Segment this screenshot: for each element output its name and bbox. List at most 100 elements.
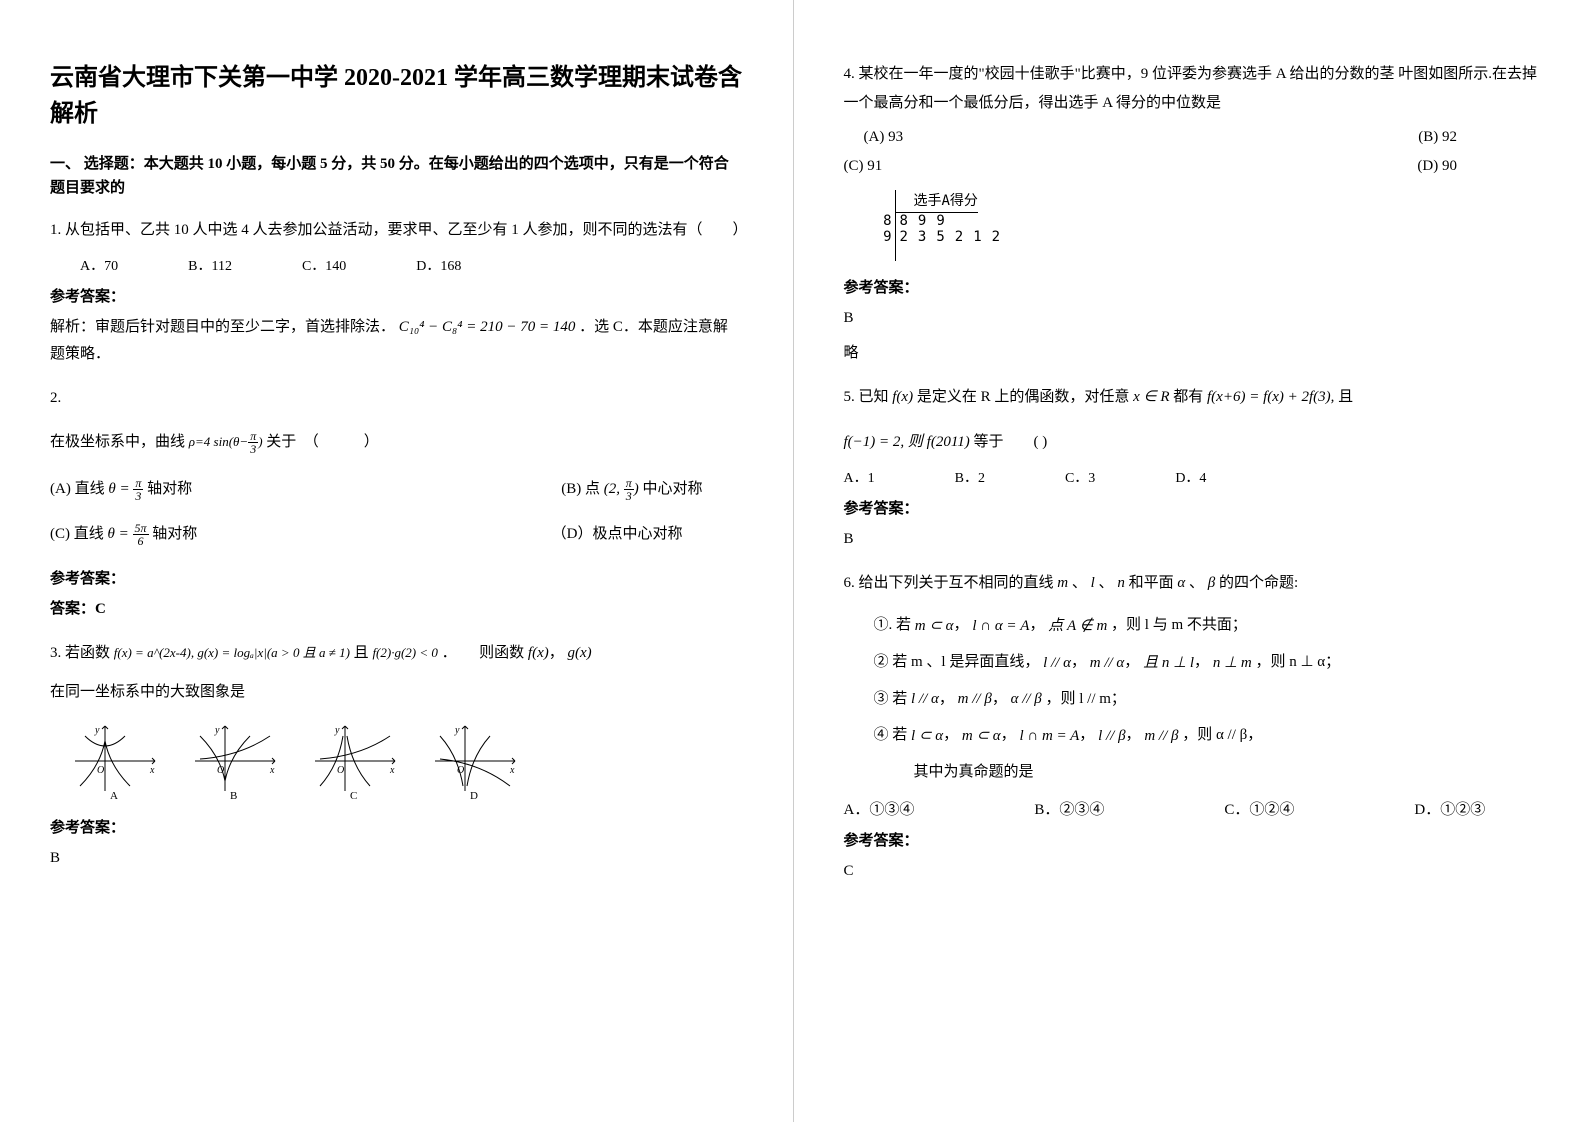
svg-text:y: y bbox=[454, 725, 460, 736]
svg-text:x: x bbox=[149, 765, 155, 776]
q6-answer-label: 参考答案： bbox=[844, 829, 1538, 850]
left-column: 云南省大理市下关第一中学 2020-2021 学年高三数学理期末试卷含解析 一、… bbox=[0, 0, 794, 1122]
q6-opt-b: B．②③④ bbox=[1034, 798, 1104, 819]
q2-formula: ρ=4 sin(θ−π3) bbox=[189, 430, 263, 456]
svg-text:O: O bbox=[97, 765, 104, 776]
q6-m: m bbox=[1057, 569, 1068, 598]
q6-suf: 的四个命题: bbox=[1219, 575, 1298, 591]
q2b-pre: (B) 点 bbox=[561, 481, 600, 497]
q6-tail: 其中为真命题的是 bbox=[874, 754, 1538, 790]
q6-mid: 和平面 bbox=[1129, 575, 1174, 591]
q4-skip: 略 bbox=[844, 340, 1538, 367]
q1-opt-d: D．168 bbox=[416, 255, 461, 275]
q2-answer-label: 参考答案： bbox=[50, 567, 743, 588]
q6-alpha: α bbox=[1177, 569, 1185, 598]
q2-options-row2: (C) 直线 θ = 5π6 轴对称 （D）极点中心对称 bbox=[50, 522, 743, 547]
q3-formula2: f(2)·g(2) < 0 bbox=[372, 641, 437, 666]
q5-line2: f(−1) = 2, 则 f(2011) 等于 ( ) bbox=[844, 428, 1538, 457]
stem-row-2: 9 235212 bbox=[874, 229, 1538, 245]
q5-f3: f(x+6) = f(x) + 2f(3), bbox=[1207, 383, 1334, 412]
q4-answer: B bbox=[844, 305, 1538, 332]
q2-body-text: 在极坐标系中，曲线 bbox=[50, 434, 185, 450]
q4-opt-a: (A) 93 bbox=[844, 129, 904, 146]
stem2: 9 bbox=[874, 229, 896, 245]
q2-answer: 答案：C bbox=[50, 596, 743, 623]
q3-g: g(x) bbox=[568, 639, 592, 668]
q6-p1: ①. 若 m ⊂ α， l ∩ α = A， 点 A ∉ m ，则 l 与 m … bbox=[874, 607, 1538, 644]
stem-row-blank bbox=[874, 245, 1538, 261]
q1-formula: C₁₀⁴ − C₈⁴ = 210 − 70 = 140 bbox=[399, 314, 576, 341]
q3-answer-label: 参考答案： bbox=[50, 816, 743, 837]
svg-text:A: A bbox=[110, 790, 118, 801]
question-4: 4. 某校在一年一度的"校园十佳歌手"比赛中，9 位评委为参赛选手 A 给出的分… bbox=[844, 60, 1538, 117]
q2c-pre: (C) 直线 bbox=[50, 526, 104, 542]
q4-answer-label: 参考答案： bbox=[844, 276, 1538, 297]
q3-f: f(x) bbox=[528, 639, 549, 668]
q6-n: n bbox=[1117, 569, 1125, 598]
svg-text:D: D bbox=[470, 790, 478, 801]
q5-opt-d: D．4 bbox=[1175, 467, 1206, 487]
q6-answer: C bbox=[844, 858, 1538, 885]
q2a-post: 轴对称 bbox=[147, 481, 192, 497]
q6-opt-a: A．①③④ bbox=[844, 798, 915, 819]
q3-formula1: f(x) = a^(2x-4), g(x) = logₐ|x|(a > 0 且 … bbox=[114, 641, 350, 666]
q1-opt-b: B．112 bbox=[188, 255, 232, 275]
q2b-post: 中心对称 bbox=[642, 481, 702, 497]
q5-answer-label: 参考答案： bbox=[844, 497, 1538, 518]
question-2: 2. bbox=[50, 384, 743, 413]
svg-text:y: y bbox=[334, 725, 340, 736]
q4-opt-c: (C) 91 bbox=[844, 158, 883, 175]
q3-graphs: xyO A xyO B xyO C xyO bbox=[50, 721, 743, 801]
graph-d: xyO D bbox=[430, 721, 520, 801]
svg-text:y: y bbox=[214, 725, 220, 736]
q6-options: A．①③④ B．②③④ C．①②④ D．①②③ bbox=[844, 798, 1538, 819]
svg-text:O: O bbox=[337, 765, 344, 776]
page-title: 云南省大理市下关第一中学 2020-2021 学年高三数学理期末试卷含解析 bbox=[50, 60, 743, 132]
q6-p4: ④ 若 l ⊂ α， m ⊂ α， l ∩ m = A， l // β， m /… bbox=[874, 717, 1538, 754]
q4-options-cd: (C) 91 (D) 90 bbox=[844, 158, 1538, 175]
stem-leaf-plot: 选手A得分 8 899 9 235212 bbox=[874, 190, 1538, 261]
q6-props: ①. 若 m ⊂ α， l ∩ α = A， 点 A ∉ m ，则 l 与 m … bbox=[874, 607, 1538, 789]
q5-options: A．1 B．2 C．3 D．4 bbox=[844, 467, 1538, 487]
graph-b: xyO B bbox=[190, 721, 280, 801]
q6-l: l bbox=[1091, 569, 1095, 598]
svg-text:x: x bbox=[269, 765, 275, 776]
q5-f1: f(x) bbox=[892, 383, 913, 412]
right-column: 4. 某校在一年一度的"校园十佳歌手"比赛中，9 位评委为参赛选手 A 给出的分… bbox=[794, 0, 1587, 1122]
graph-a: x y O A bbox=[70, 721, 160, 801]
q4-opt-d: (D) 90 bbox=[1417, 158, 1457, 175]
q4-opt-b: (B) 92 bbox=[1418, 129, 1457, 146]
question-5: 5. 已知 f(x) 是定义在 R 上的偶函数，对任意 x ∈ R 都有 f(x… bbox=[844, 383, 1538, 412]
q2-opt-a: (A) 直线 θ = π3 轴对称 bbox=[50, 477, 192, 502]
q1-answer-text: 解析：审题后针对题目中的至少二字，首选排除法． C₁₀⁴ − C₈⁴ = 210… bbox=[50, 314, 743, 368]
graph-c: xyO C bbox=[310, 721, 400, 801]
q5-f2: x ∈ R bbox=[1133, 383, 1169, 412]
q1-answer-label: 参考答案： bbox=[50, 285, 743, 306]
q1-opt-c: C．140 bbox=[302, 255, 346, 275]
svg-text:B: B bbox=[230, 790, 237, 801]
svg-text:y: y bbox=[94, 725, 100, 736]
q1-options: A．70 B．112 C．140 D．168 bbox=[50, 255, 743, 275]
q3-answer: B bbox=[50, 845, 743, 872]
q3-line2: 在同一坐标系中的大致图象是 bbox=[50, 678, 743, 707]
q5-l2b: 等于 ( ) bbox=[973, 434, 1047, 450]
leaf2: 235212 bbox=[896, 229, 1011, 245]
q6-pre: 6. 给出下列关于互不相同的直线 bbox=[844, 575, 1054, 591]
q6-opt-c: C．①②④ bbox=[1224, 798, 1294, 819]
q3-mid: 且 bbox=[354, 645, 369, 661]
q2c-formula: θ = 5π6 bbox=[108, 522, 149, 547]
q2a-pre: (A) 直线 bbox=[50, 481, 105, 497]
q5-opt-c: C．3 bbox=[1065, 467, 1095, 487]
q5-opt-a: A．1 bbox=[844, 467, 875, 487]
leaf1: 899 bbox=[896, 213, 955, 229]
q2c-post: 轴对称 bbox=[152, 526, 197, 542]
q2-opt-b: (B) 点 (2, π3) 中心对称 bbox=[561, 477, 742, 502]
q1-opt-a: A．70 bbox=[80, 255, 118, 275]
q5-pre: 5. 已知 bbox=[844, 389, 889, 405]
q2-options-row1: (A) 直线 θ = π3 轴对称 (B) 点 (2, π3) 中心对称 bbox=[50, 477, 743, 502]
q2a-formula: θ = π3 bbox=[108, 477, 143, 502]
q2-body: 在极坐标系中，曲线 ρ=4 sin(θ−π3) 关于 （ ） bbox=[50, 428, 743, 457]
question-1: 1. 从包括甲、乙共 10 人中选 4 人去参加公益活动，要求甲、乙至少有 1 … bbox=[50, 216, 743, 245]
q6-p3: ③ 若 l // α， m // β， α // β ，则 l // m； bbox=[874, 681, 1538, 718]
stem-row-1: 8 899 bbox=[874, 213, 1538, 229]
